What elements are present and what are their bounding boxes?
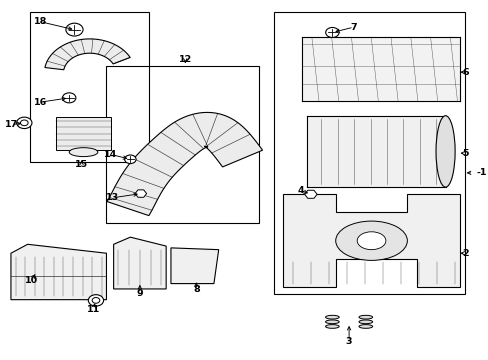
Polygon shape	[107, 112, 262, 216]
Text: 15: 15	[75, 160, 88, 169]
Text: 13: 13	[105, 193, 119, 202]
Ellipse shape	[356, 232, 385, 249]
Ellipse shape	[325, 320, 339, 324]
Ellipse shape	[358, 320, 372, 324]
Text: 6: 6	[461, 68, 468, 77]
Text: 9: 9	[136, 289, 143, 298]
Text: 12: 12	[178, 55, 191, 64]
Circle shape	[62, 93, 76, 103]
Text: 11: 11	[86, 305, 100, 314]
Text: 4: 4	[297, 186, 304, 195]
Polygon shape	[11, 244, 106, 300]
Text: 5: 5	[462, 149, 468, 158]
Circle shape	[88, 295, 103, 306]
Bar	[106, 66, 259, 223]
Polygon shape	[304, 190, 316, 198]
Circle shape	[92, 297, 100, 303]
Text: 14: 14	[103, 150, 117, 159]
FancyBboxPatch shape	[56, 117, 111, 150]
Circle shape	[124, 155, 136, 163]
Polygon shape	[45, 39, 130, 70]
Polygon shape	[113, 237, 166, 289]
Text: 2: 2	[461, 249, 468, 258]
Polygon shape	[283, 194, 459, 287]
Ellipse shape	[358, 325, 372, 328]
Text: 8: 8	[192, 285, 199, 294]
Circle shape	[17, 117, 32, 129]
Text: 7: 7	[350, 23, 356, 32]
Circle shape	[325, 27, 338, 37]
Ellipse shape	[69, 148, 98, 157]
Bar	[273, 12, 464, 294]
Text: 10: 10	[24, 275, 38, 284]
Ellipse shape	[325, 315, 339, 319]
Ellipse shape	[358, 315, 372, 319]
Ellipse shape	[325, 325, 339, 328]
Text: 18: 18	[34, 17, 47, 26]
Circle shape	[66, 23, 83, 36]
Text: 17: 17	[5, 120, 19, 129]
Polygon shape	[135, 190, 146, 197]
Text: 3: 3	[345, 337, 352, 346]
Bar	[30, 12, 149, 162]
Text: 16: 16	[34, 98, 47, 107]
Polygon shape	[171, 248, 218, 284]
Circle shape	[20, 120, 28, 126]
Ellipse shape	[335, 221, 407, 260]
Ellipse shape	[435, 116, 454, 187]
Text: -1: -1	[476, 168, 486, 177]
